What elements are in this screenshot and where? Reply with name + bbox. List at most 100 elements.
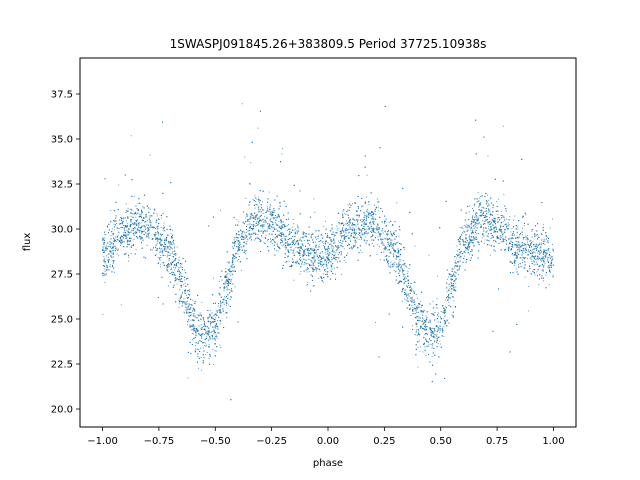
data-point [475,223,476,225]
data-point [521,257,523,259]
data-point [216,337,218,339]
data-point [226,274,228,276]
data-point [143,230,145,232]
data-point [408,285,410,287]
data-point [341,273,343,275]
data-point [247,230,249,232]
data-point [432,300,434,302]
data-point [200,357,202,359]
data-point [480,224,482,226]
data-point [185,309,187,311]
data-point [364,240,366,242]
data-point [243,236,245,238]
data-point [377,224,379,226]
data-point [403,282,405,284]
data-point [312,285,314,287]
data-point [488,211,490,213]
data-point [514,252,516,254]
data-point [115,217,117,219]
data-point [452,280,454,282]
data-point [245,235,247,237]
data-point [428,345,430,347]
data-point [246,220,248,222]
data-point [306,271,308,273]
data-point [149,208,151,210]
data-point [308,264,310,266]
data-point [183,301,185,302]
data-point [146,224,148,226]
data-point [167,271,169,273]
data-point [346,220,348,222]
data-point [398,264,400,266]
data-point [257,127,259,129]
data-point [517,228,519,230]
data-point [315,268,317,270]
data-point [306,266,308,268]
data-point [489,217,491,219]
data-point [548,242,550,244]
data-point [506,218,508,220]
data-point [468,225,470,227]
data-point [477,232,479,234]
data-point [372,214,374,216]
data-point [269,214,271,216]
data-point [159,243,161,245]
data-point [476,220,478,222]
data-point [487,226,489,227]
data-point [215,350,217,352]
data-point [475,214,477,216]
data-point [500,236,502,238]
data-point [460,227,462,229]
data-point [175,276,177,278]
data-point [180,300,182,302]
data-point [473,224,475,226]
data-point [273,218,275,220]
data-point [324,249,326,251]
data-point [162,249,164,251]
data-point [502,215,504,217]
data-point [422,351,424,353]
data-point [329,252,331,254]
data-point [455,282,457,284]
data-point [291,226,293,228]
data-point [135,213,137,215]
data-point [130,240,132,241]
data-point [488,236,490,238]
data-point [299,251,301,253]
data-point [503,233,505,235]
data-point [192,330,194,332]
data-point [202,347,204,349]
data-point [291,241,293,243]
data-point [391,239,393,241]
data-point [468,211,470,213]
data-point [321,234,323,236]
data-point [246,249,248,251]
data-point [548,284,550,286]
data-point [179,295,181,297]
data-point [177,269,179,271]
data-point [148,211,150,213]
data-point [479,197,481,199]
data-point [480,210,482,212]
data-point [490,222,492,224]
data-point [418,317,420,319]
data-point [459,252,461,254]
data-point [386,238,388,240]
data-point [333,256,334,258]
data-point [281,245,283,247]
data-point [377,244,379,246]
data-point [175,253,177,255]
data-point [477,216,479,218]
data-point [125,226,127,228]
data-point [293,279,295,281]
data-point [226,285,228,287]
data-point [185,312,187,314]
data-point [508,239,510,241]
data-point [476,217,478,219]
data-point [155,233,157,235]
data-point [215,316,217,318]
data-point [489,212,491,214]
data-point [524,236,526,238]
data-point [160,250,162,252]
data-point [540,264,542,266]
